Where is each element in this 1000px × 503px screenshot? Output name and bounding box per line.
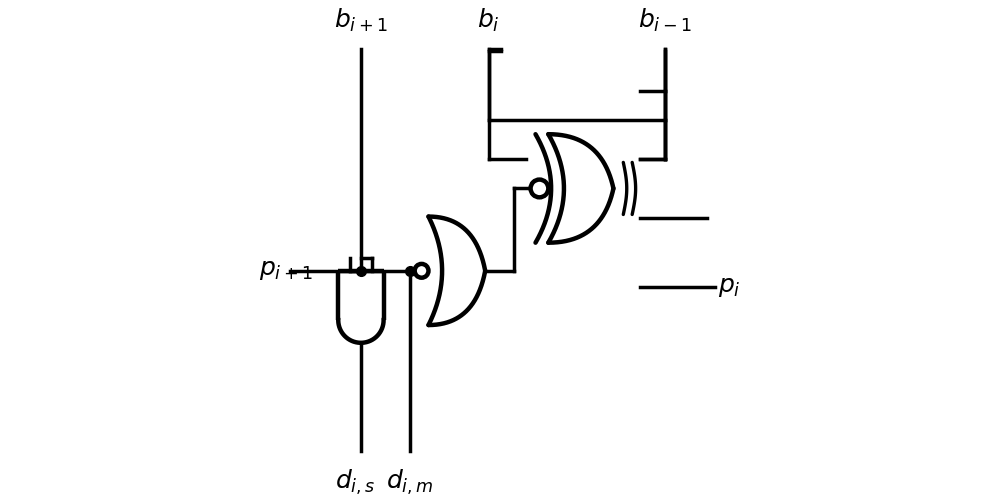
- Text: $p_i$: $p_i$: [718, 276, 741, 299]
- Text: $d_{i,m}$: $d_{i,m}$: [386, 468, 434, 497]
- Text: $b_i$: $b_i$: [477, 7, 500, 34]
- Text: $b_{i+1}$: $b_{i+1}$: [334, 7, 388, 34]
- Text: $d_{i,s}$: $d_{i,s}$: [335, 468, 376, 497]
- Text: $b_{i-1}$: $b_{i-1}$: [638, 7, 692, 34]
- Circle shape: [415, 264, 428, 278]
- Circle shape: [531, 180, 548, 197]
- Text: $p_{i+1}$: $p_{i+1}$: [259, 260, 313, 282]
